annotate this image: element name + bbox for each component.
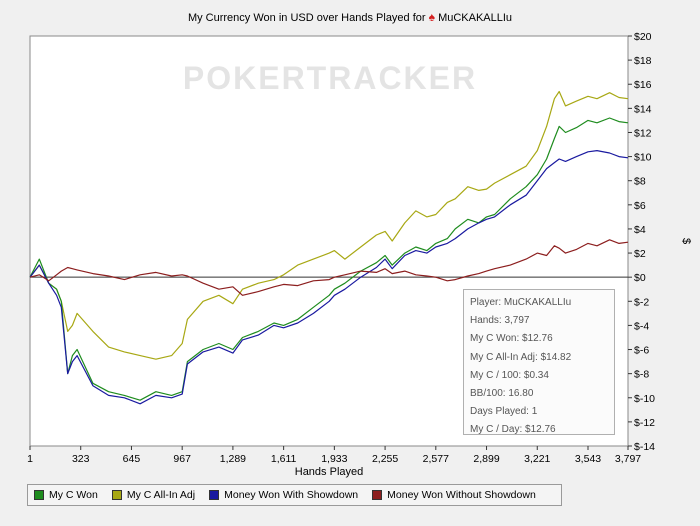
y-tick-label: $-6 [634, 345, 649, 357]
y-tick-label: $12 [634, 127, 652, 139]
legend-item[interactable]: Money Won Without Showdown [372, 489, 536, 501]
legend-label: My C Won [49, 489, 98, 501]
y-tick-label: $16 [634, 79, 652, 91]
y-tick-label: $20 [634, 31, 652, 43]
tooltip-won: My C Won: $12.76 [470, 333, 553, 345]
x-tick-label: 1,289 [220, 453, 246, 465]
y-tick-label: $-12 [634, 417, 655, 429]
chart-title-text: My Currency Won in USD over Hands Played… [187, 12, 426, 24]
tooltip-perday: My C / Day: $12.76 [470, 424, 556, 436]
x-tick-label: 2,899 [473, 453, 499, 465]
chart-title: My Currency Won in USD over Hands Played… [0, 10, 700, 24]
legend-swatch [209, 490, 220, 500]
legend-label: My C All-In Adj [126, 489, 196, 501]
legend-label: Money Won Without Showdown [387, 489, 536, 501]
x-tick-label: 3,221 [524, 453, 550, 465]
tooltip-bb100: BB/100: 16.80 [470, 388, 534, 400]
tooltip-allin: My C All-In Adj: $14.82 [470, 351, 572, 363]
y-tick-label: $-14 [634, 441, 655, 453]
y-tick-label: $-10 [634, 393, 655, 405]
x-axis-label: Hands Played [295, 466, 364, 478]
y-tick-label: $0 [634, 272, 646, 284]
legend-swatch [111, 490, 122, 500]
x-tick-label: 2,255 [372, 453, 398, 465]
chart-title-player: MuCKAKALLIu [438, 12, 513, 24]
x-tick-label: 1,611 [271, 453, 297, 465]
y-tick-label: $2 [634, 248, 646, 260]
y-tick-label: $4 [634, 224, 646, 236]
series-line [29, 150, 629, 405]
y-tick-label: $-8 [634, 369, 649, 381]
x-tick-label: 3,543 [575, 453, 601, 465]
tooltip-hands: Hands: 3,797 [470, 315, 530, 327]
legend-label: Money Won With Showdown [224, 489, 359, 501]
x-tick-label: 2,577 [423, 453, 449, 465]
x-tick-label: 645 [123, 453, 141, 465]
legend-swatch [372, 490, 383, 500]
y-tick-label: $8 [634, 176, 646, 188]
y-tick-label: $14 [634, 103, 652, 115]
y-axis-label: $ [680, 238, 692, 244]
y-tick-label: $18 [634, 55, 652, 67]
y-tick-label: $-4 [634, 320, 649, 332]
tooltip-days: Days Played: 1 [470, 406, 538, 418]
x-tick-label: 323 [72, 453, 90, 465]
x-tick-label: 1 [27, 453, 33, 465]
legend-item[interactable]: My C Won [34, 489, 98, 501]
x-tick-label: 3,797 [615, 453, 641, 465]
series-line [29, 90, 629, 360]
y-tick-label: $-2 [634, 296, 649, 308]
summary-tooltip: Player: MuCKAKALLIu Hands: 3,797 My C Wo… [463, 289, 615, 435]
legend-swatch [34, 490, 44, 500]
tooltip-player: Player: MuCKAKALLIu [470, 297, 572, 308]
legend-item[interactable]: My C All-In Adj [111, 489, 196, 501]
series-line [29, 239, 629, 296]
legend-item[interactable]: Money Won With Showdown [209, 489, 358, 501]
series-line [29, 117, 629, 401]
tooltip-per100: My C / 100: $0.34 [470, 369, 549, 381]
spade-icon: ♠ [428, 10, 435, 24]
x-tick-label: 1,933 [321, 453, 347, 465]
y-tick-label: $10 [634, 152, 652, 164]
legend: My C Won My C All-In Adj Money Won With … [27, 484, 562, 506]
watermark: POKERTRACKER [183, 60, 477, 96]
x-tick-label: 967 [173, 453, 191, 465]
y-tick-label: $6 [634, 200, 646, 212]
